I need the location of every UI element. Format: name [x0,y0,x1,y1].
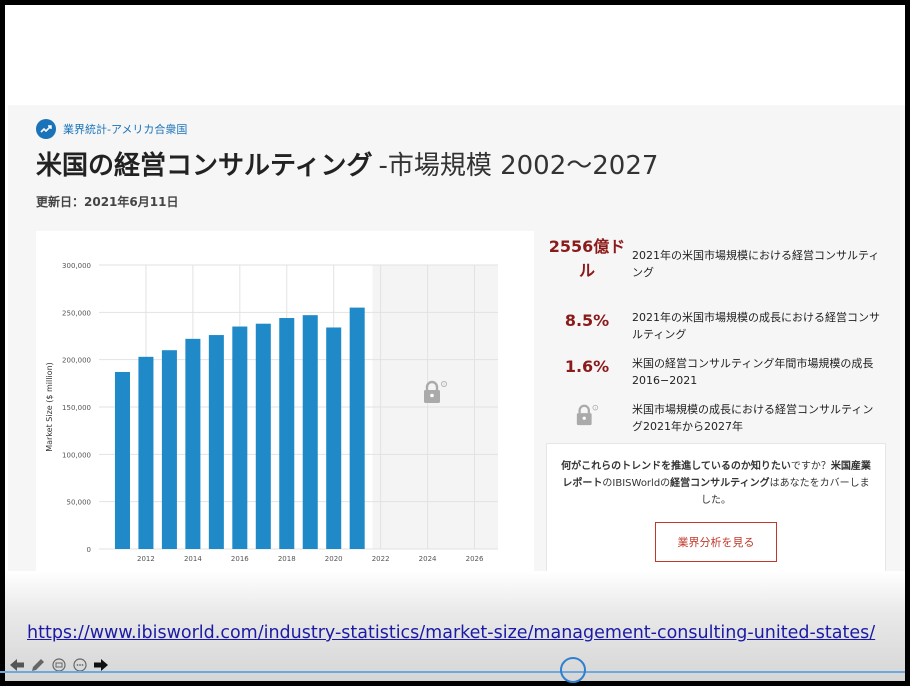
bar [185,338,201,549]
bar [279,318,295,549]
bar [255,323,271,549]
cta-text-part: 米国産業レポート [562,461,871,489]
breadcrumb[interactable]: 業界統計-アメリカ合衆国 [36,119,187,139]
bar [208,335,224,549]
stat-value: 2556億ドル [548,237,626,280]
bar [326,327,342,549]
breadcrumb-label[interactable]: 業界統計-アメリカ合衆国 [63,123,188,136]
market-size-chart: 0 50,000 100,000 150,000 200,000 250,000 300,0… [36,231,534,575]
player-controls [8,657,109,673]
bar [161,350,177,549]
cta-text-part: のIBISWorldの [602,478,671,489]
bar [302,315,318,549]
bar [349,307,365,549]
x-tick-label: 2014 [184,555,202,563]
source-url-link[interactable]: https://www.ibisworld.com/industry-stati… [27,623,876,643]
cta-text-part: 何がこれらのトレンドを推進しているのか知りたい [561,461,791,472]
x-tick-label: 2026 [466,555,484,563]
progress-track[interactable] [0,671,905,673]
y-tick-label: 100,000 [62,451,91,459]
updated-date: 更新日：2021年6月11日 [36,195,179,209]
cta-text-part: ですか？ [790,461,831,472]
stat-description: 米国市場規模の成長における経営コンサルティング2021年から2027年 [632,403,874,433]
webpage-screenshot: 業界統計-アメリカ合衆国 米国の経営コンサルティング -市場規模 2002〜202… [8,105,905,575]
svg-text:i: i [443,382,444,387]
trend-icon [36,119,56,139]
pen-icon[interactable] [29,657,46,673]
x-tick-label: 2018 [278,555,296,563]
lock-icon: i [421,379,449,409]
cta-text-part: はあなたをカバーしました。 [701,478,870,506]
stat-value: 1.6% [564,357,610,376]
lock-icon: i [574,403,600,431]
x-tick-label: 2022 [372,555,390,563]
progress-knob[interactable] [560,657,587,683]
chart-svg: 0 50,000 100,000 150,000 200,000 250,000 300,0… [45,262,498,563]
x-tick-label: 2016 [231,555,249,563]
page-title: 米国の経営コンサルティング -市場規模 2002〜2027 [36,145,658,182]
slide: 業界統計-アメリカ合衆国 米国の経営コンサルティング -市場規模 2002〜202… [5,5,905,681]
stat-description: 米国の経営コンサルティング年間市場規模の成長2016−2021 [632,357,874,387]
svg-text:i: i [595,406,596,410]
cta-text: 何がこれらのトレンドを推進しているのか知りたいですか？米国産業レポートのIBIS… [561,458,871,509]
stat-value: 8.5% [564,311,610,330]
back-arrow-icon[interactable] [8,657,25,673]
slide-footer: https://www.ibisworld.com/industry-stati… [5,571,905,681]
y-tick-label: 300,000 [62,262,91,270]
y-tick-label: 250,000 [62,309,91,317]
x-tick-label: 2012 [137,555,155,563]
bar [232,326,248,549]
stat-description: 2021年の米国市場規模の成長における経営コンサルティング [632,311,880,341]
x-tick-label: 2024 [419,555,437,563]
forward-arrow-icon[interactable] [92,657,109,673]
y-tick-label: 0 [87,546,91,554]
page-title-main: 米国の経営コンサルティング [36,151,373,181]
cta-text-part: 経営コンサルティング [670,478,770,489]
stat-description: 2021年の米国市場規模における経営コンサルティング [632,249,880,279]
bar [114,371,130,549]
x-tick-label: 2020 [325,555,343,563]
y-tick-label: 200,000 [62,357,91,365]
y-tick-label: 150,000 [62,404,91,412]
y-axis-label: Market Size ($ million) [45,362,54,452]
cta-box: 何がこれらのトレンドを推進しているのか知りたいですか？米国産業レポートのIBIS… [546,443,886,575]
view-industry-analysis-button[interactable]: 業界分析を見る [655,522,777,562]
bar [138,356,154,549]
y-tick-label: 50,000 [67,499,92,507]
page-title-sub: -市場規模 2002〜2027 [378,151,659,181]
